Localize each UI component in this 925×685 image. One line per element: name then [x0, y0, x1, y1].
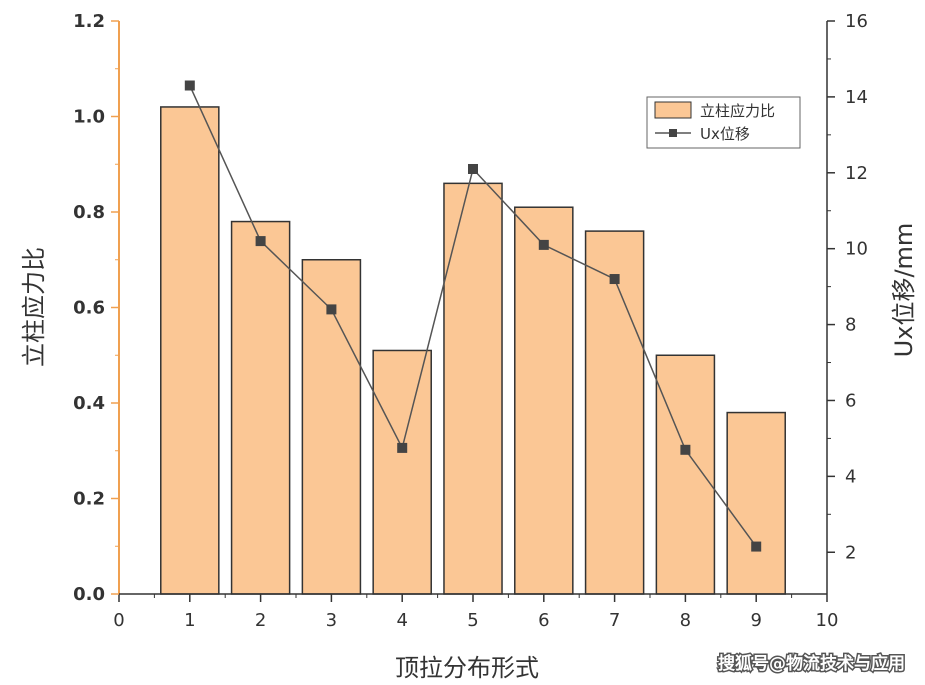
bar-5: [443, 182, 503, 595]
right-tick-label-16: 16: [845, 11, 868, 32]
x-tick-label-8: 8: [680, 610, 691, 631]
legend-line-marker: [669, 129, 677, 137]
x-tick-label-0: 0: [113, 610, 124, 631]
x-tick-label-7: 7: [609, 610, 620, 631]
left-tick-label-0.0: 0.0: [73, 584, 105, 605]
bar-8: [655, 354, 716, 595]
watermark: 搜狐号@物流技术与应用: [717, 652, 907, 676]
x-tick-label-9: 9: [750, 610, 761, 631]
ux-point-9: [751, 541, 762, 552]
left-tick-label-0.8: 0.8: [73, 202, 105, 223]
right-tick-label-2: 2: [845, 542, 856, 563]
legend-line-label: Ux位移: [700, 125, 750, 143]
x-tick-label-5: 5: [467, 610, 478, 631]
bar-series: [160, 106, 786, 595]
legend: 立柱应力比 Ux位移: [646, 96, 801, 149]
bar-4: [372, 349, 432, 595]
ticks: 0 1 2 3 4 5 6 7 8 9 100.00.20.40.60.81.01.22468101…: [73, 11, 868, 631]
ux-point-7: [609, 274, 620, 285]
x-tick-label-1: 1: [184, 610, 195, 631]
bar-2: [230, 220, 291, 595]
bar-7: [584, 230, 645, 595]
left-tick-label-0.4: 0.4: [73, 393, 105, 414]
ux-point-2: [255, 236, 266, 247]
bar-3: [301, 259, 362, 595]
x-tick-label-2: 2: [255, 610, 266, 631]
legend-bar-swatch: [654, 101, 692, 119]
left-tick-label-0.6: 0.6: [73, 298, 105, 319]
x-tick-label-10: 10: [816, 610, 839, 631]
legend-bar-label: 立柱应力比: [700, 102, 775, 120]
left-tick-label-0.2: 0.2: [73, 489, 105, 510]
x-axis-title: 顶拉分布形式: [395, 654, 539, 682]
left-tick-label-1.2: 1.2: [73, 11, 105, 32]
ux-point-5: [468, 163, 478, 174]
right-tick-label-12: 12: [845, 163, 868, 184]
axis-titles: 顶拉分布形式 立柱应力比 Ux位移/mm: [20, 223, 918, 682]
bar-1: [160, 106, 220, 595]
left-tick-label-1.0: 1.0: [73, 107, 105, 128]
ux-point-3: [326, 304, 337, 315]
right-axis-title: Ux位移/mm: [890, 223, 918, 358]
right-tick-label-8: 8: [845, 315, 856, 336]
bar-6: [514, 206, 574, 595]
x-tick-label-6: 6: [538, 610, 549, 631]
watermark-text: 搜狐号@物流技术与应用: [718, 653, 905, 674]
ux-point-6: [538, 239, 549, 250]
x-tick-label-3: 3: [326, 610, 337, 631]
right-tick-label-4: 4: [845, 466, 856, 487]
right-tick-label-10: 10: [845, 239, 868, 260]
right-tick-label-14: 14: [845, 87, 868, 108]
bar-9: [726, 411, 786, 595]
ux-point-1: [184, 80, 195, 91]
line-series: [184, 80, 762, 552]
x-tick-label-4: 4: [396, 610, 407, 631]
right-tick-label-6: 6: [845, 390, 856, 411]
left-axis-title: 立柱应力比: [20, 247, 48, 367]
ux-point-8: [680, 444, 691, 455]
ux-point-4: [397, 442, 408, 453]
